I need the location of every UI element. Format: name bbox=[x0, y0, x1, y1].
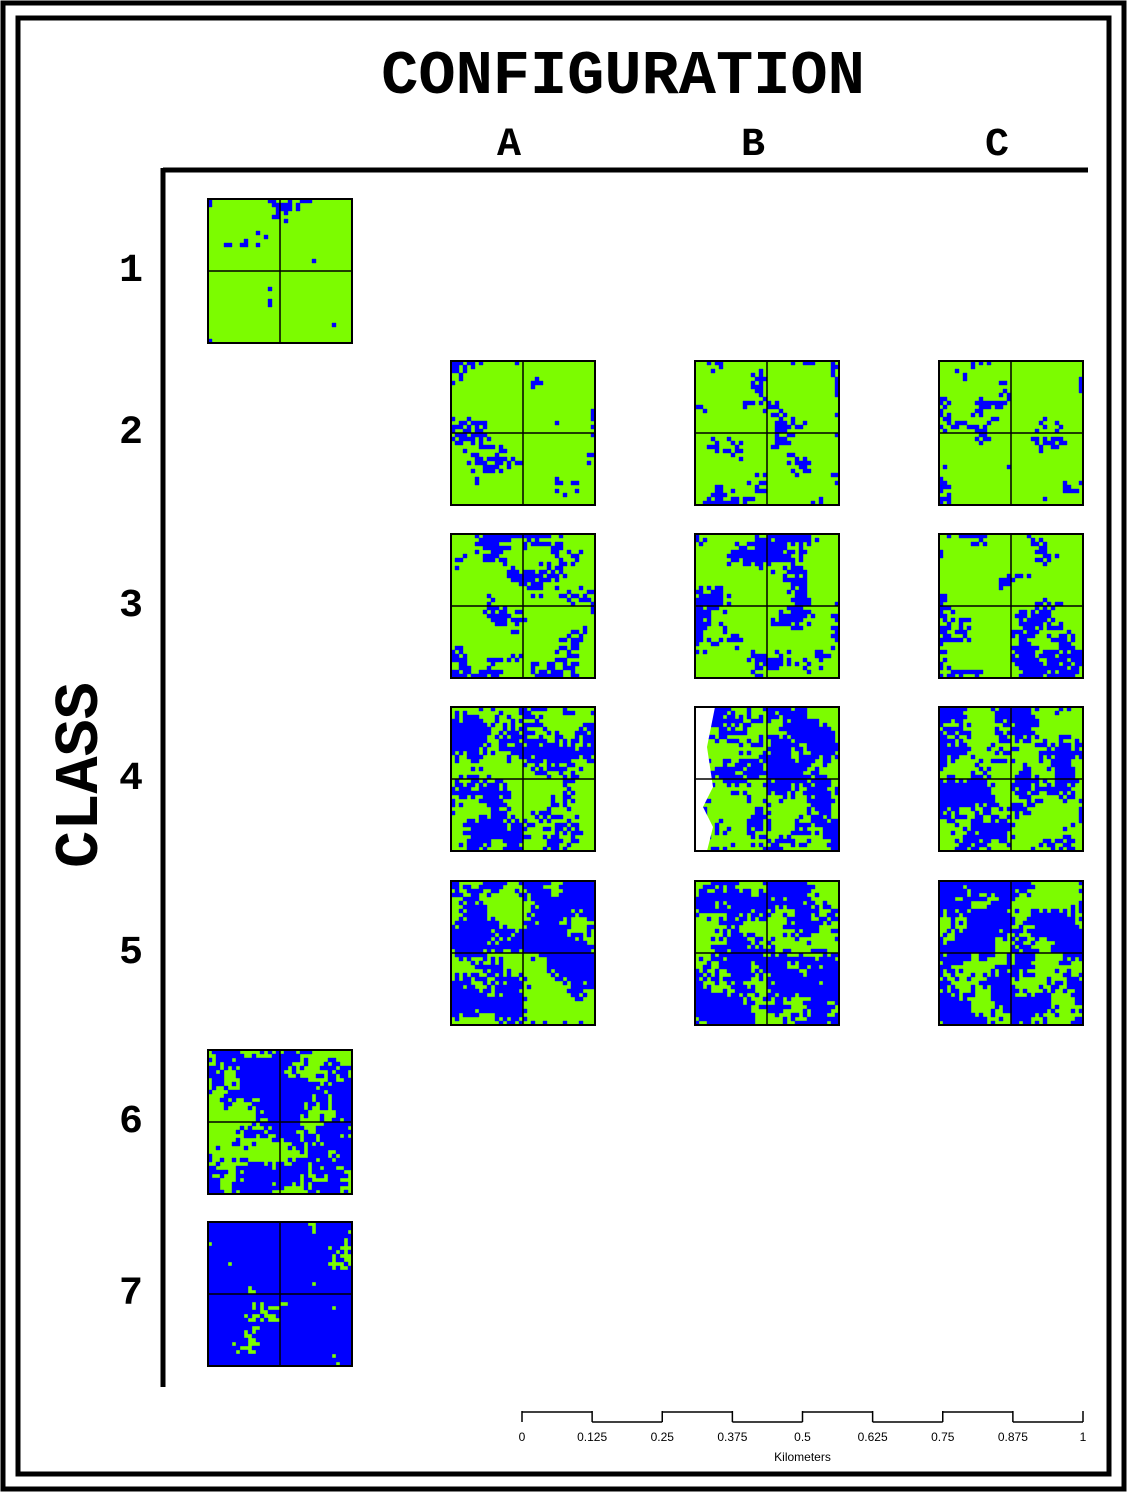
column-label: C bbox=[985, 123, 1009, 168]
figure: CONFIGURATION CLASS A B C 1 2 3 4 5 6 7 0 0.125 0.25… bbox=[0, 0, 1127, 1492]
scale-tick-label: 0.75 bbox=[931, 1430, 955, 1444]
scale-unit: Kilometers bbox=[774, 1450, 831, 1464]
row-label: 2 bbox=[119, 411, 143, 456]
scale-tick-label: 0.625 bbox=[858, 1430, 888, 1444]
row-label: 3 bbox=[119, 584, 143, 629]
scale-tick-label: 0.375 bbox=[717, 1430, 747, 1444]
column-label: B bbox=[741, 123, 765, 168]
scale-tick-label: 0.875 bbox=[998, 1430, 1028, 1444]
row-label: 5 bbox=[119, 931, 143, 976]
title: CONFIGURATION bbox=[381, 41, 865, 112]
scale-tick-label: 0.5 bbox=[794, 1430, 811, 1444]
row-label: 7 bbox=[119, 1272, 143, 1317]
row-label: 4 bbox=[119, 757, 143, 802]
scale-tick-label: 0 bbox=[519, 1430, 526, 1444]
scale-tick-label: 0.125 bbox=[577, 1430, 607, 1444]
tiles bbox=[208, 199, 1083, 1366]
scale-tick-label: 1 bbox=[1080, 1430, 1087, 1444]
row-label: 6 bbox=[119, 1100, 143, 1145]
scale-tick-label: 0.25 bbox=[651, 1430, 675, 1444]
row-label: 1 bbox=[119, 249, 143, 294]
row-axis-label: CLASS bbox=[45, 682, 116, 868]
column-label: A bbox=[497, 123, 521, 168]
